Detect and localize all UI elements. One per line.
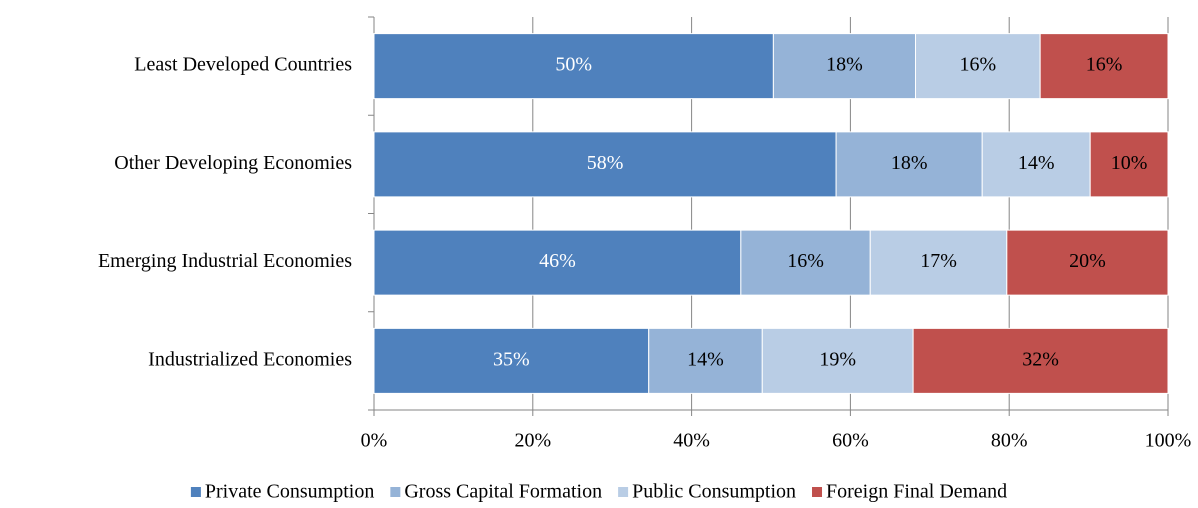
- legend-swatch: [812, 487, 823, 497]
- bar-segment: [373, 33, 774, 100]
- bar-segment: [1006, 229, 1169, 296]
- data-label: 58%: [587, 152, 624, 174]
- y-tick-label: Emerging Industrial Economies: [98, 250, 352, 272]
- bar-segment: [648, 327, 763, 394]
- x-tick-label: 20%: [514, 430, 551, 452]
- legend-swatch: [618, 487, 629, 497]
- legend-swatch: [190, 487, 201, 497]
- legend-label: Public Consumption: [632, 481, 796, 503]
- data-label: 32%: [1022, 348, 1059, 370]
- data-label: 16%: [787, 250, 824, 272]
- data-label: 19%: [819, 348, 856, 370]
- x-tick-label: 0%: [361, 430, 388, 452]
- legend-swatch: [390, 487, 401, 497]
- data-label: 16%: [1086, 54, 1123, 76]
- x-tick-label: 40%: [673, 430, 710, 452]
- bar-segment: [740, 229, 871, 296]
- bar-segment: [761, 327, 914, 394]
- x-tick-label: 60%: [832, 430, 869, 452]
- legend-label: Gross Capital Formation: [404, 481, 602, 503]
- data-label: 20%: [1069, 250, 1106, 272]
- data-label: 35%: [493, 348, 530, 370]
- bar-segment: [981, 131, 1091, 198]
- bar-segment: [373, 229, 742, 296]
- y-tick-label: Other Developing Economies: [114, 152, 352, 174]
- data-label: 46%: [539, 250, 576, 272]
- data-label: 17%: [920, 250, 957, 272]
- x-tick-label: 80%: [991, 430, 1028, 452]
- bar-segment: [869, 229, 1008, 296]
- data-label: 10%: [1111, 152, 1148, 174]
- bar-segment: [835, 131, 983, 198]
- data-label: 18%: [891, 152, 928, 174]
- bar-segment: [1039, 33, 1169, 100]
- data-label: 14%: [1018, 152, 1055, 174]
- y-tick-label: Industrialized Economies: [148, 348, 352, 370]
- data-label: 14%: [687, 348, 724, 370]
- legend-label: Private Consumption: [205, 481, 374, 503]
- data-label: 18%: [826, 54, 863, 76]
- legend-label: Foreign Final Demand: [826, 481, 1007, 503]
- bar-segment: [1089, 131, 1169, 198]
- bar-segment: [373, 131, 837, 198]
- data-label: 50%: [555, 54, 592, 76]
- data-label: 16%: [960, 54, 997, 76]
- bar-segment: [772, 33, 917, 100]
- bar-segment: [915, 33, 1041, 100]
- x-tick-label: 100%: [1145, 430, 1192, 452]
- y-tick-label: Least Developed Countries: [134, 54, 352, 76]
- bar-segment: [912, 327, 1169, 394]
